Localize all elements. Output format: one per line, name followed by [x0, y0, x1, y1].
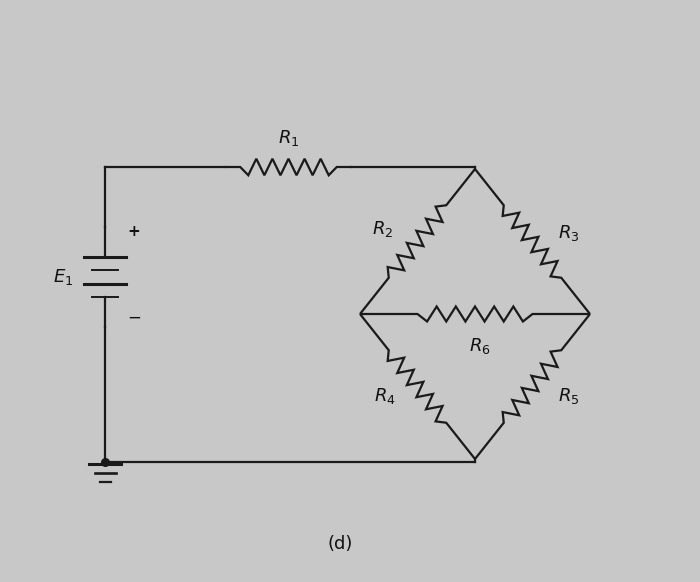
Text: $R_1$: $R_1$ [278, 128, 299, 148]
Text: $R_2$: $R_2$ [372, 219, 393, 240]
Text: $R_4$: $R_4$ [374, 386, 395, 406]
Text: $-$: $-$ [127, 308, 141, 326]
Text: $R_3$: $R_3$ [557, 223, 579, 243]
Text: $R_5$: $R_5$ [557, 386, 579, 406]
Text: (d): (d) [328, 535, 353, 553]
Text: $E_1$: $E_1$ [52, 267, 73, 287]
Text: $R_6$: $R_6$ [469, 336, 491, 356]
Text: +: + [127, 225, 140, 240]
